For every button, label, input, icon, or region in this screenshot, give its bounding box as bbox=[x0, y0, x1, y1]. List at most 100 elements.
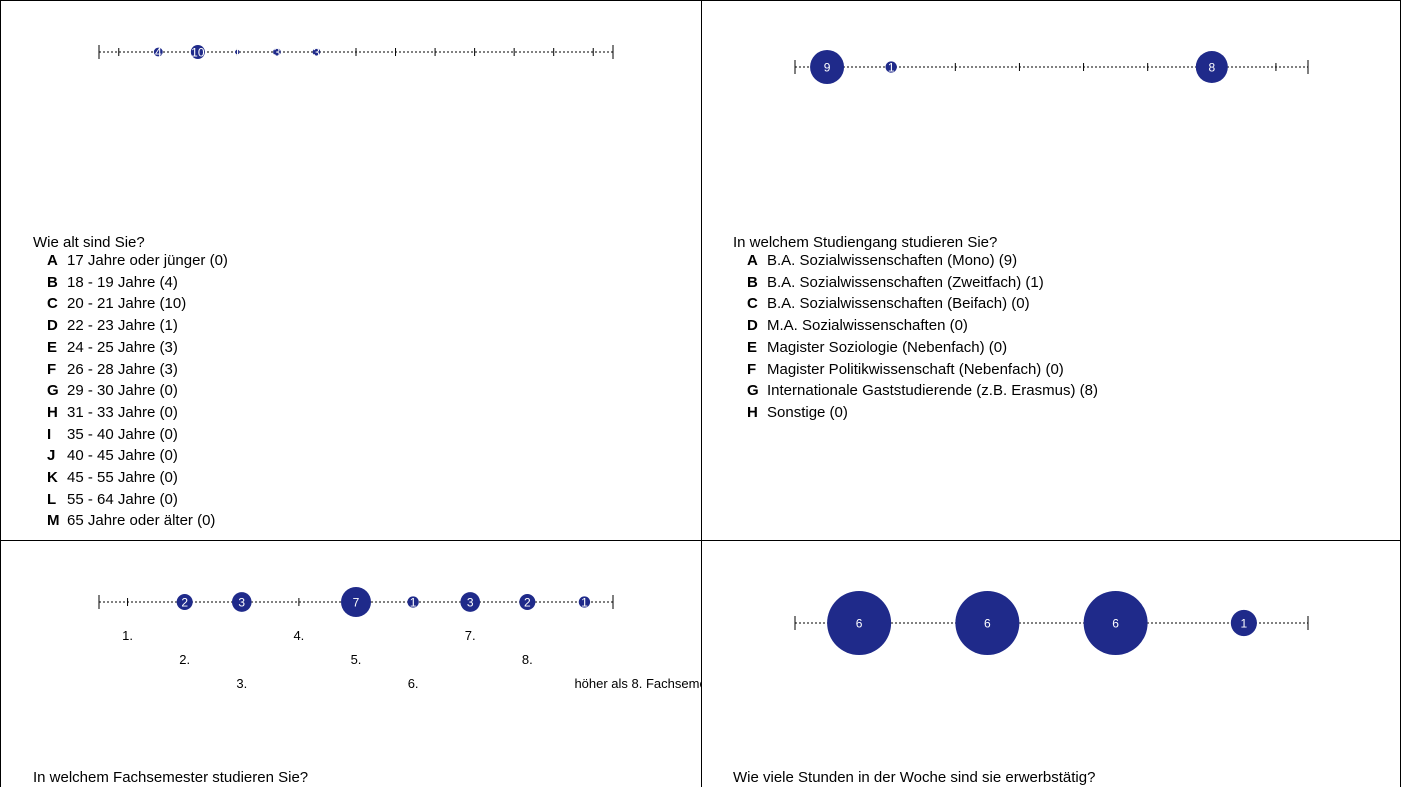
panel-study-program: 9A1BCDEF8GH In welchem Studiengang studi… bbox=[701, 0, 1401, 541]
data-bubble bbox=[519, 593, 536, 611]
data-bubble bbox=[578, 596, 591, 608]
data-label: 10 bbox=[191, 46, 205, 60]
category-label: D bbox=[1014, 1, 1024, 4]
data-bubble bbox=[407, 596, 419, 608]
legend-item: M 65 Jahre oder älter (0) bbox=[47, 510, 228, 532]
legend-item: F Magister Politikwissenschaft (Nebenfach… bbox=[747, 359, 1098, 381]
legend-text: 35 - 40 Jahre (0) bbox=[67, 425, 178, 443]
legend-text: 40 - 45 Jahre (0) bbox=[67, 447, 178, 465]
legend-key: D bbox=[747, 317, 758, 335]
data-bubble bbox=[341, 587, 371, 617]
category-label: A bbox=[822, 1, 832, 4]
data-bubble bbox=[885, 61, 897, 73]
data-label: 1 bbox=[1241, 617, 1248, 631]
legend-text: 24 - 25 Jahre (3) bbox=[67, 338, 178, 356]
legend-item: G 29 - 30 Jahre (0) bbox=[47, 380, 228, 402]
legend-key: K bbox=[47, 469, 58, 487]
legend-item: B 18 - 19 Jahre (4) bbox=[47, 272, 228, 294]
legend-item: D M.A. Sozialwissenschaften (0) bbox=[747, 315, 1098, 337]
legend-item: F 26 - 28 Jahre (3) bbox=[47, 359, 228, 381]
legend-key: G bbox=[47, 382, 59, 400]
legend-item: A B.A. Sozialwissenschaften (Mono) (9) bbox=[747, 250, 1098, 272]
data-label: 3 bbox=[313, 46, 320, 60]
data-label: 1 bbox=[410, 596, 417, 610]
legend-key: B bbox=[47, 273, 58, 291]
legend-item: K 45 - 55 Jahre (0) bbox=[47, 467, 228, 489]
category-label: 4. bbox=[293, 628, 304, 643]
category-label: L bbox=[550, 1, 558, 4]
legend-key: C bbox=[47, 295, 58, 313]
legend-list: A 17 Jahre oder jünger (0) B 18 - 19 Jahre … bbox=[47, 250, 228, 532]
data-label: 2 bbox=[181, 596, 188, 610]
category-label: D bbox=[232, 1, 242, 4]
data-bubble bbox=[235, 49, 240, 55]
legend-item: H Sonstige (0) bbox=[747, 402, 1098, 424]
legend-text: 20 - 21 Jahre (10) bbox=[67, 295, 187, 313]
legend-item: E 24 - 25 Jahre (3) bbox=[47, 337, 228, 359]
legend-item: G Internationale Gaststudierende (z.B. Er… bbox=[747, 380, 1098, 402]
legend-key: F bbox=[747, 360, 757, 378]
category-label: G bbox=[1206, 1, 1217, 4]
data-bubble bbox=[273, 48, 281, 56]
category-label: F bbox=[1143, 1, 1152, 4]
legend-text: 17 Jahre oder jünger (0) bbox=[67, 252, 228, 269]
category-label: C bbox=[193, 1, 203, 4]
legend-item: D 22 - 23 Jahre (1) bbox=[47, 315, 228, 337]
data-bubble bbox=[1230, 609, 1257, 637]
legend-text: 31 - 33 Jahre (0) bbox=[67, 403, 178, 421]
legend-key: E bbox=[747, 338, 758, 356]
data-bubble bbox=[153, 47, 163, 57]
category-label: 6. bbox=[408, 676, 419, 691]
data-bubble bbox=[1083, 591, 1148, 655]
data-label: 1 bbox=[234, 46, 241, 60]
data-bubble bbox=[176, 593, 193, 611]
category-label: 2. bbox=[179, 652, 190, 667]
data-label: 4 bbox=[155, 46, 162, 60]
legend-key: M bbox=[47, 512, 60, 530]
data-bubble bbox=[190, 45, 205, 59]
legend-text: 55 - 64 Jahre (0) bbox=[67, 490, 178, 508]
data-label: 3 bbox=[467, 596, 474, 610]
legend-text: B.A. Sozialwissenschaften (Beifach) (0) bbox=[767, 295, 1030, 313]
data-label: 1 bbox=[888, 61, 895, 75]
data-bubble bbox=[460, 592, 481, 612]
legend-key: I bbox=[47, 425, 52, 443]
legend-key: A bbox=[747, 252, 758, 269]
legend-key: B bbox=[747, 273, 758, 291]
data-label: 7 bbox=[353, 596, 360, 610]
category-label: F bbox=[312, 1, 321, 4]
legend-item: C B.A. Sozialwissenschaften (Beifach) (0) bbox=[747, 293, 1098, 315]
data-bubble bbox=[810, 50, 845, 84]
category-label: C bbox=[950, 1, 960, 4]
semester-chart: 1. 2 2. 3 3. 4. 7 5. 1 6. 3 7. 2 8. 1 höher als 8. Fach… bbox=[98, 587, 701, 691]
legend-list: A B.A. Sozialwissenschaften (Mono) (9) B B.… bbox=[747, 250, 1098, 424]
legend-item: E Magister Soziologie (Nebenfach) (0) bbox=[747, 337, 1098, 359]
category-label: I bbox=[433, 1, 437, 4]
data-label: 1 bbox=[581, 596, 588, 610]
age-chart: A 4 B 10 C 1 D 3 E 3 F G H I J K L M bbox=[98, 1, 614, 60]
legend-key: H bbox=[747, 403, 758, 421]
legend-text: Magister Politikwissenschaft (Nebenfach)… bbox=[767, 360, 1064, 378]
data-label: 3 bbox=[238, 596, 245, 610]
question-title: In welchem Fachsemester studieren Sie? bbox=[33, 769, 309, 786]
category-label: K bbox=[509, 1, 519, 4]
category-label: H bbox=[390, 1, 400, 4]
legend-key: A bbox=[47, 252, 58, 269]
category-label: höher als 8. Fachsemester bbox=[574, 676, 701, 691]
legend-key: C bbox=[747, 295, 758, 313]
question-title: In welchem Studiengang studieren Sie? bbox=[733, 234, 998, 251]
category-label: 5. bbox=[351, 652, 362, 667]
panel-age: A4B10C1D3E3FGHIJKLM Wie alt sind Sie? A1… bbox=[0, 0, 702, 541]
legend-text: 18 - 19 Jahre (4) bbox=[67, 273, 178, 291]
legend-item: L 55 - 64 Jahre (0) bbox=[47, 489, 228, 511]
category-label: 7. bbox=[465, 628, 476, 643]
working-hours-chart: 6 Ich arbeite nicht 6 1-10 6 11-20 1 mehr als 2… bbox=[794, 541, 1309, 655]
data-label: 2 bbox=[524, 596, 531, 610]
legend-text: 45 - 55 Jahre (0) bbox=[67, 469, 178, 487]
study-program-chart: 9 A 1 B C D E F 8 G H bbox=[794, 1, 1309, 84]
legend-item: I 35 - 40 Jahre (0) bbox=[47, 424, 228, 446]
legend-text: B.A. Sozialwissenschaften (Mono) (9) bbox=[767, 252, 1018, 269]
question-title: Wie viele Stunden in der Woche sind sie … bbox=[733, 769, 1096, 786]
category-label: 8. bbox=[522, 652, 533, 667]
